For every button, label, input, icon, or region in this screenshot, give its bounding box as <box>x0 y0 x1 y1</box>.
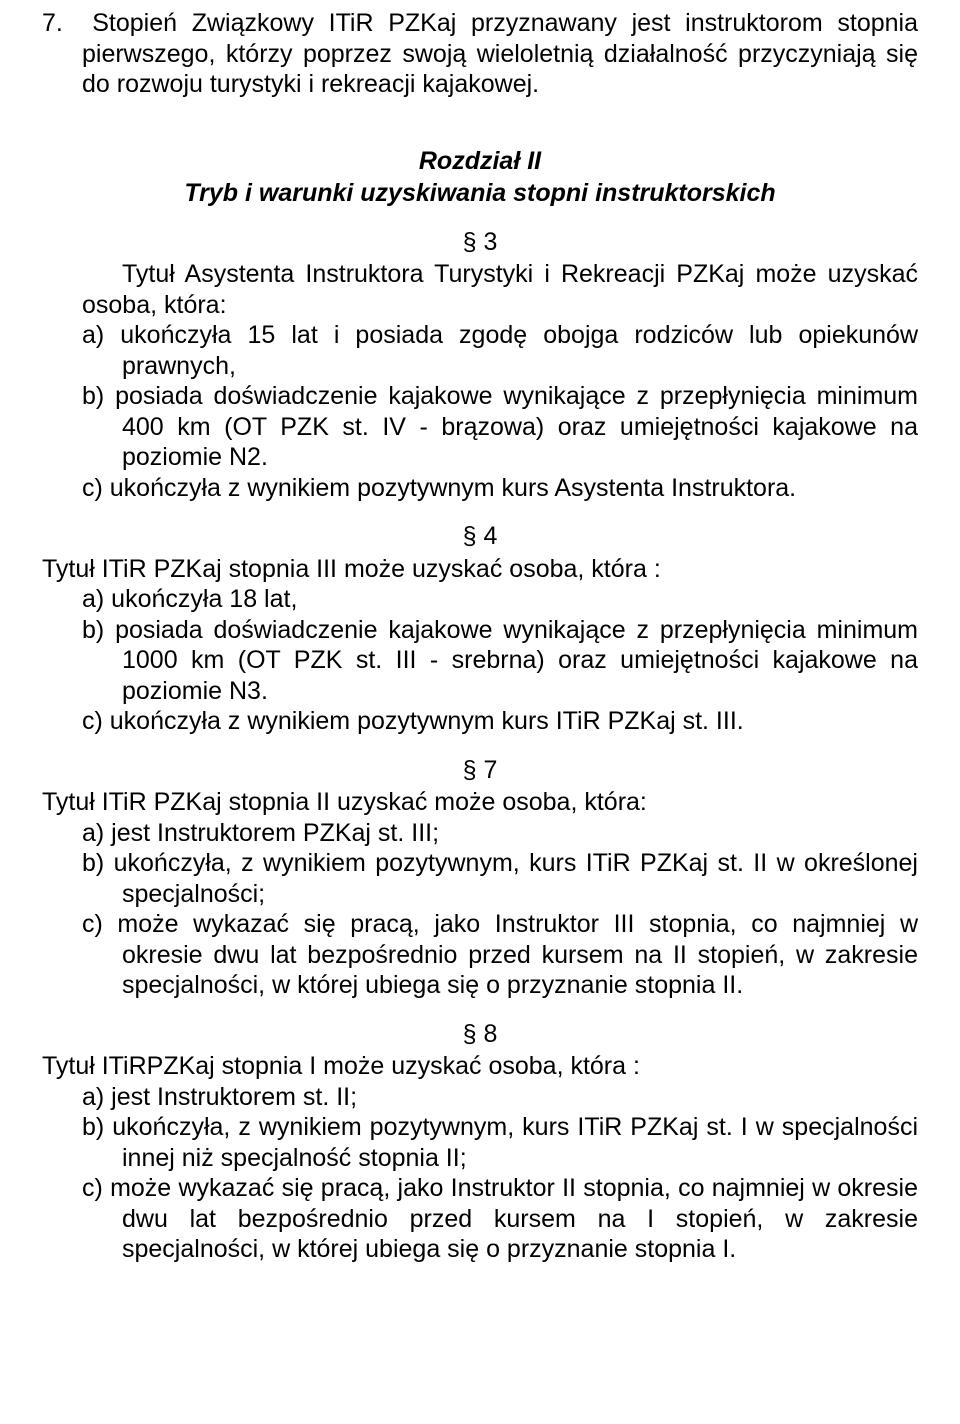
spacer <box>42 100 918 122</box>
section-8-a: a) jest Instruktorem st. II; <box>42 1082 918 1113</box>
section-7-lead: Tytuł ITiR PZKaj stopnia II uzyskać może… <box>42 787 918 818</box>
section-7-c: c) może wykazać się pracą, jako Instrukt… <box>42 909 918 1001</box>
section-3-a: a) ukończyła 15 lat i posiada zgodę oboj… <box>42 320 918 381</box>
section-4-lead: Tytuł ITiR PZKaj stopnia III może uzyska… <box>42 554 918 585</box>
section-8-number: § 8 <box>42 1019 918 1050</box>
chapter-title-line2: Tryb i warunki uzyskiwania stopni instru… <box>42 178 918 209</box>
section-8-lead: Tytuł ITiRPZKaj stopnia I może uzyskać o… <box>42 1051 918 1082</box>
section-7-a: a) jest Instruktorem PZKaj st. III; <box>42 818 918 849</box>
section-4-a: a) ukończyła 18 lat, <box>42 584 918 615</box>
section-3-lead: Tytuł Asystenta Instruktora Turystyki i … <box>42 259 918 320</box>
section-4-b: b) posiada doświadczenie kajakowe wynika… <box>42 615 918 707</box>
section-3-c: c) ukończyła z wynikiem pozytywnym kurs … <box>42 473 918 504</box>
section-3-b: b) posiada doświadczenie kajakowe wynika… <box>42 381 918 473</box>
chapter-title-line1: Rozdział II <box>42 146 918 177</box>
section-4-number: § 4 <box>42 521 918 552</box>
section-8-b: b) ukończyła, z wynikiem pozytywnym, kur… <box>42 1112 918 1173</box>
section-4-c: c) ukończyła z wynikiem pozytywnym kurs … <box>42 706 918 737</box>
section-7-number: § 7 <box>42 755 918 786</box>
document-page: 7. Stopień Związkowy ITiR PZKaj przyznaw… <box>0 0 960 1424</box>
section-8-c: c) może wykazać się pracą, jako Instrukt… <box>42 1173 918 1265</box>
section-7-b: b) ukończyła, z wynikiem pozytywnym, kur… <box>42 848 918 909</box>
item-7: 7. Stopień Związkowy ITiR PZKaj przyznaw… <box>42 8 918 100</box>
section-3-number: § 3 <box>42 227 918 258</box>
